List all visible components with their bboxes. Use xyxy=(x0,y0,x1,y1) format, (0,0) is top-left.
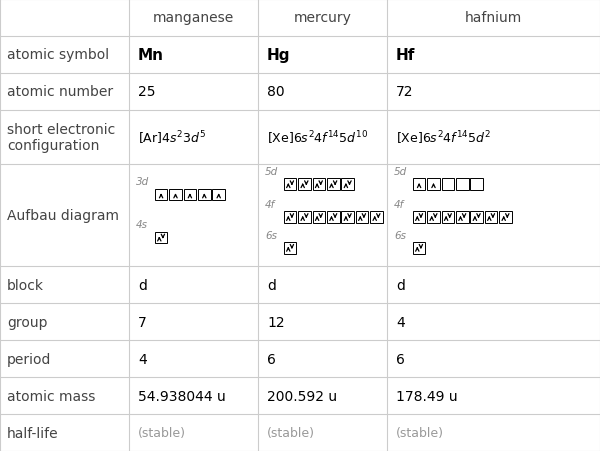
Bar xyxy=(341,179,354,191)
Text: 200.592 u: 200.592 u xyxy=(267,389,337,403)
Bar xyxy=(313,212,325,223)
Bar xyxy=(298,179,311,191)
Text: [Xe]6$s^2$4$f^{14}$5$d^{10}$: [Xe]6$s^2$4$f^{14}$5$d^{10}$ xyxy=(267,129,368,146)
Text: half-life: half-life xyxy=(7,426,59,440)
Text: 4s: 4s xyxy=(136,220,148,230)
Text: [Ar]4$s^2$3$d^5$: [Ar]4$s^2$3$d^5$ xyxy=(138,129,206,146)
Text: 12: 12 xyxy=(267,315,284,329)
Text: Hg: Hg xyxy=(267,48,290,63)
Bar xyxy=(298,212,311,223)
Bar xyxy=(370,212,383,223)
Bar xyxy=(456,179,469,191)
Text: [Xe]6$s^2$4$f^{14}$5$d^2$: [Xe]6$s^2$4$f^{14}$5$d^2$ xyxy=(396,129,491,146)
Bar xyxy=(198,189,211,201)
Bar xyxy=(313,179,325,191)
Bar xyxy=(442,179,454,191)
Bar xyxy=(427,212,440,223)
Text: Hf: Hf xyxy=(396,48,415,63)
Bar xyxy=(485,212,497,223)
Text: 6s: 6s xyxy=(265,230,277,240)
Text: 72: 72 xyxy=(396,85,413,99)
Text: 178.49 u: 178.49 u xyxy=(396,389,458,403)
Text: Mn: Mn xyxy=(138,48,164,63)
Text: 4f: 4f xyxy=(394,199,404,209)
Text: 4: 4 xyxy=(396,315,405,329)
Bar xyxy=(499,212,512,223)
Bar xyxy=(413,179,425,191)
Text: d: d xyxy=(396,278,405,292)
Bar xyxy=(456,212,469,223)
Text: hafnium: hafnium xyxy=(465,11,522,25)
Bar xyxy=(155,232,167,244)
Bar xyxy=(212,189,225,201)
Bar xyxy=(284,212,296,223)
Text: group: group xyxy=(7,315,48,329)
Bar xyxy=(184,189,196,201)
Bar xyxy=(284,243,296,254)
Text: 6s: 6s xyxy=(394,230,406,240)
Text: 80: 80 xyxy=(267,85,284,99)
Bar xyxy=(169,189,182,201)
Text: 54.938044 u: 54.938044 u xyxy=(138,389,226,403)
Text: manganese: manganese xyxy=(153,11,234,25)
Text: 4f: 4f xyxy=(265,199,275,209)
Text: mercury: mercury xyxy=(293,11,352,25)
Text: 4: 4 xyxy=(138,352,147,366)
Bar xyxy=(327,179,340,191)
Bar xyxy=(284,179,296,191)
Text: (stable): (stable) xyxy=(396,426,444,439)
Text: 6: 6 xyxy=(396,352,405,366)
Text: period: period xyxy=(7,352,52,366)
Bar xyxy=(341,212,354,223)
Text: block: block xyxy=(7,278,44,292)
Text: 5d: 5d xyxy=(265,166,278,177)
Bar xyxy=(470,212,483,223)
Text: atomic number: atomic number xyxy=(7,85,113,99)
Text: (stable): (stable) xyxy=(267,426,315,439)
Bar xyxy=(155,189,167,201)
Bar xyxy=(327,212,340,223)
Text: 25: 25 xyxy=(138,85,155,99)
Text: 3d: 3d xyxy=(136,177,149,187)
Bar xyxy=(442,212,454,223)
Text: d: d xyxy=(267,278,276,292)
Text: 5d: 5d xyxy=(394,166,407,177)
Text: Aufbau diagram: Aufbau diagram xyxy=(7,208,119,222)
Text: 6: 6 xyxy=(267,352,276,366)
Text: atomic symbol: atomic symbol xyxy=(7,48,109,62)
Bar xyxy=(470,179,483,191)
Text: d: d xyxy=(138,278,147,292)
Bar xyxy=(356,212,368,223)
Text: short electronic
configuration: short electronic configuration xyxy=(7,122,115,152)
Bar xyxy=(413,212,425,223)
Bar xyxy=(427,179,440,191)
Text: 7: 7 xyxy=(138,315,147,329)
Text: atomic mass: atomic mass xyxy=(7,389,95,403)
Bar xyxy=(413,243,425,254)
Text: (stable): (stable) xyxy=(138,426,186,439)
